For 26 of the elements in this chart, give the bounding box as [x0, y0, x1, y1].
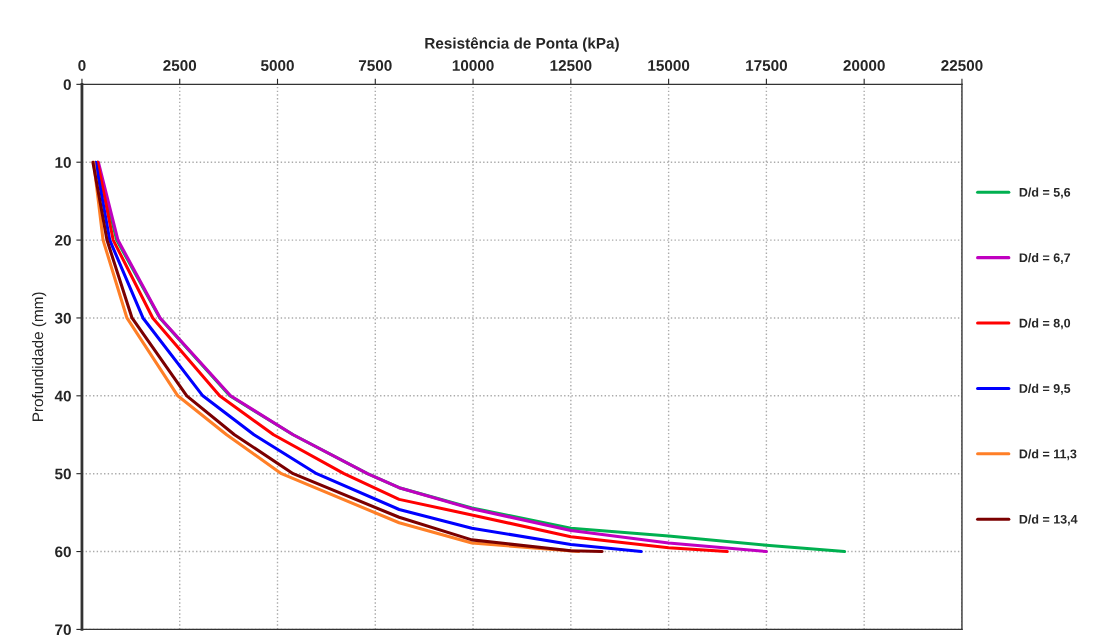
x-tick-label: 12500	[550, 60, 592, 71]
y-tick-label: 50	[55, 468, 71, 480]
x-tick-label: 17500	[746, 60, 788, 71]
x-tick-label: 5000	[260, 60, 294, 71]
x-tick-label: 7500	[358, 60, 392, 71]
legend-label: D/d = 6,7	[1019, 252, 1071, 264]
y-tick-label: 20	[55, 234, 71, 246]
x-tick-label: 22500	[941, 60, 983, 71]
y-tick-label: 0	[63, 79, 71, 91]
legend-label: D/d = 13,4	[1019, 514, 1078, 526]
y-tick-label: 30	[54, 312, 71, 324]
y-tick-label: 60	[55, 546, 71, 558]
y-tick-label: 70	[55, 624, 71, 636]
x-tick-label: 2500	[163, 60, 197, 71]
legend-label: D/d = 11,3	[1019, 449, 1077, 461]
y-tick-label: 40	[54, 390, 71, 402]
x-axis-title: Resistência de Ponta (kPa)	[425, 37, 619, 52]
legend-label: D/d = 5,6	[1019, 187, 1071, 199]
x-tick-label: 10000	[452, 60, 494, 71]
y-tick-label: 10	[55, 157, 71, 168]
legend-label: D/d = 8,0	[1019, 318, 1071, 330]
y-axis-title: Profundidade (mm)	[31, 292, 47, 422]
x-tick-label: 15000	[648, 60, 690, 71]
x-tick-label: 20000	[843, 60, 885, 71]
x-tick-label: 0	[78, 60, 86, 71]
legend-label: D/d = 9,5	[1019, 383, 1071, 395]
